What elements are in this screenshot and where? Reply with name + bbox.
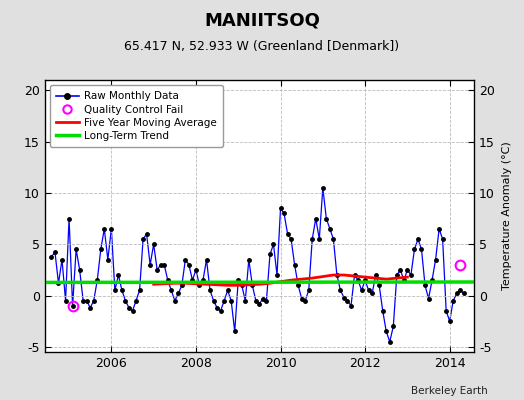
Text: MANIITSOQ: MANIITSOQ <box>204 12 320 30</box>
Text: 65.417 N, 52.933 W (Greenland [Denmark]): 65.417 N, 52.933 W (Greenland [Denmark]) <box>124 40 400 53</box>
Legend: Raw Monthly Data, Quality Control Fail, Five Year Moving Average, Long-Term Tren: Raw Monthly Data, Quality Control Fail, … <box>50 85 223 147</box>
Y-axis label: Temperature Anomaly (°C): Temperature Anomaly (°C) <box>502 142 512 290</box>
Text: Berkeley Earth: Berkeley Earth <box>411 386 487 396</box>
